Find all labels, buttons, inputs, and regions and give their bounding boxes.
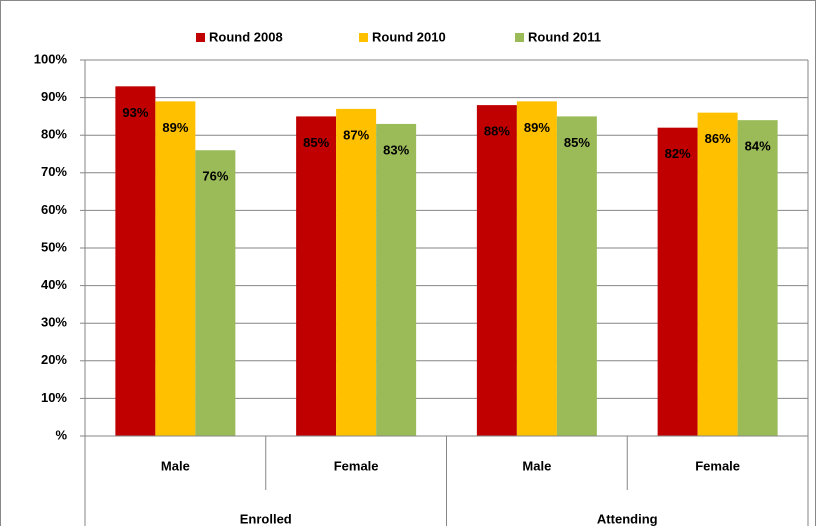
y-tick-label: % — [55, 427, 67, 442]
legend-label: Round 2011 — [528, 29, 601, 44]
legend-swatch — [196, 33, 205, 42]
data-label: 86% — [705, 131, 731, 146]
data-label: 85% — [564, 135, 590, 150]
data-label: 76% — [202, 169, 228, 184]
y-tick-label: 80% — [41, 127, 67, 142]
data-label: 87% — [343, 127, 369, 142]
bar — [516, 101, 557, 437]
bar — [155, 101, 196, 437]
data-label: 88% — [484, 124, 510, 139]
legend-swatch — [359, 33, 368, 42]
legend-swatch — [515, 33, 524, 42]
bar — [376, 123, 417, 437]
x-tick-label: Male — [522, 458, 551, 473]
y-tick-label: 70% — [41, 164, 67, 179]
bar — [476, 105, 517, 437]
bar — [195, 150, 236, 437]
x-tick-label: Male — [161, 458, 190, 473]
legend-label: Round 2010 — [372, 29, 446, 44]
data-label: 84% — [745, 139, 771, 154]
bar — [697, 112, 738, 436]
data-label: 82% — [665, 146, 691, 161]
y-tick-label: 20% — [41, 352, 67, 367]
data-label: 85% — [303, 135, 329, 150]
y-tick-label: 60% — [41, 202, 67, 217]
y-tick-label: 30% — [41, 315, 67, 330]
group-label: Enrolled — [240, 511, 292, 526]
bar — [115, 86, 156, 436]
x-tick-label: Female — [334, 458, 379, 473]
bar — [296, 116, 337, 437]
y-tick-label: 10% — [41, 390, 67, 405]
data-label: 89% — [524, 120, 550, 135]
data-label: 89% — [162, 120, 188, 135]
data-label: 83% — [383, 142, 409, 157]
x-tick-label: Female — [695, 458, 740, 473]
bar — [556, 116, 597, 437]
y-tick-label: 90% — [41, 89, 67, 104]
bar — [336, 108, 377, 436]
legend-label: Round 2008 — [209, 29, 283, 44]
y-tick-label: 100% — [34, 51, 68, 66]
y-tick-label: 40% — [41, 277, 67, 292]
data-label: 93% — [122, 105, 148, 120]
group-label: Attending — [597, 511, 658, 526]
y-tick-label: 50% — [41, 239, 67, 254]
bar — [657, 127, 698, 437]
bar — [737, 120, 778, 436]
